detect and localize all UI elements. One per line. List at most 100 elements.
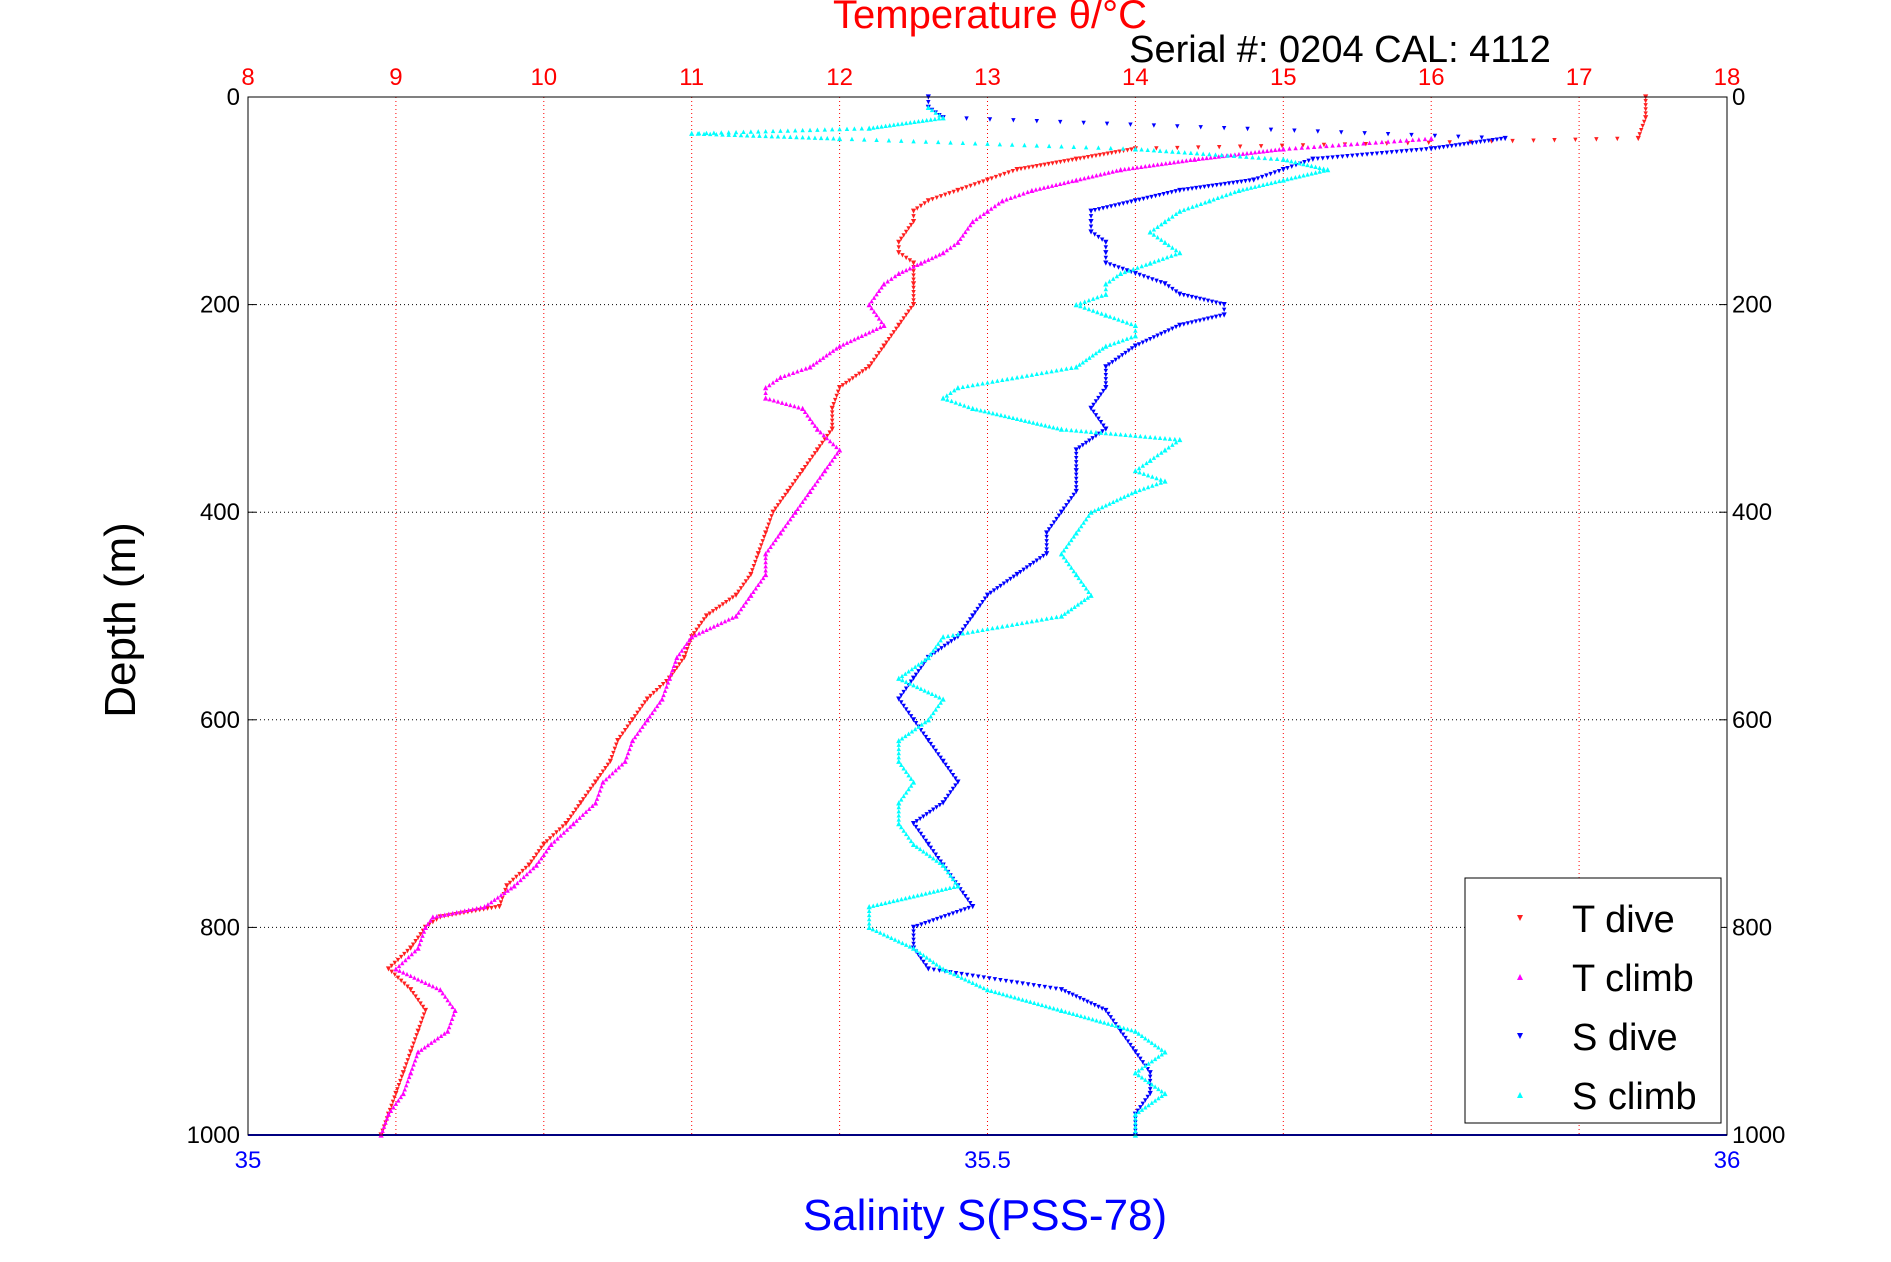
data-point (1132, 468, 1138, 474)
data-point (878, 324, 883, 330)
data-point (1088, 1001, 1094, 1006)
data-point (1404, 148, 1409, 154)
data-point (1151, 455, 1157, 460)
data-point (773, 506, 778, 511)
data-point (799, 367, 804, 373)
data-point (1081, 155, 1087, 161)
data-point (685, 647, 690, 652)
data-point (792, 403, 797, 409)
data-point (906, 772, 911, 778)
data-point (664, 684, 669, 689)
data-point (1181, 322, 1187, 327)
data-point (896, 808, 901, 814)
data-point (741, 582, 746, 588)
data-point (1001, 581, 1007, 586)
data-point (938, 638, 943, 643)
data-point (866, 302, 872, 308)
data-point (998, 583, 1003, 589)
data-point (629, 717, 636, 723)
data-point (945, 633, 951, 639)
data-point (510, 877, 516, 883)
data-point (1103, 312, 1109, 318)
data-point (388, 1108, 394, 1113)
data-point (977, 214, 983, 219)
data-point (1289, 164, 1294, 169)
data-point (802, 465, 808, 470)
data-point (1445, 144, 1450, 149)
data-point (918, 203, 924, 209)
data-point (409, 1045, 415, 1051)
data-point (891, 122, 897, 127)
data-point (1330, 155, 1335, 160)
data-point (774, 377, 779, 383)
data-point (1005, 579, 1010, 584)
data-point (1082, 305, 1087, 310)
data-point (859, 333, 864, 338)
data-point (402, 1066, 407, 1071)
data-point (625, 724, 630, 729)
data-point (393, 1090, 399, 1097)
data-point (1133, 1120, 1138, 1125)
data-point (1014, 375, 1020, 380)
data-point (947, 191, 952, 196)
data-point (557, 827, 562, 832)
data-point (1051, 425, 1056, 430)
data-point (1194, 185, 1199, 191)
data-point (944, 393, 950, 398)
data-point (915, 923, 920, 929)
data-point (866, 364, 872, 370)
data-point (1090, 296, 1096, 301)
data-point (849, 136, 855, 142)
data-point (1043, 1003, 1049, 1009)
data-point (1020, 981, 1025, 986)
data-point (1091, 402, 1096, 408)
data-point (1059, 144, 1064, 149)
data-point (1250, 154, 1255, 160)
data-point (1014, 167, 1020, 173)
data-point (896, 758, 902, 764)
data-point (1324, 143, 1329, 149)
data-point (393, 1101, 399, 1107)
data-point (687, 638, 692, 643)
data-point (795, 475, 800, 480)
data-point (1355, 153, 1360, 158)
data-point (1105, 151, 1110, 156)
data-point (753, 586, 758, 591)
data-point (1120, 266, 1125, 272)
data-point (719, 620, 724, 626)
data-point (401, 970, 406, 975)
data-point (408, 945, 414, 951)
data-point (929, 107, 935, 113)
data-point (1154, 481, 1159, 487)
data-point (837, 135, 843, 142)
data-point (751, 589, 756, 594)
data-point (1169, 253, 1174, 258)
data-point (1243, 178, 1248, 184)
data-point (1340, 154, 1345, 159)
data-point (574, 818, 579, 823)
data-point (970, 218, 976, 225)
data-point (820, 471, 825, 477)
data-point (1069, 565, 1074, 570)
data-point (903, 831, 909, 837)
data-point (1643, 103, 1648, 108)
data-point (517, 871, 522, 877)
data-point (1176, 149, 1181, 155)
data-point (1016, 996, 1021, 1001)
data-point (923, 838, 929, 844)
data-point (1155, 234, 1160, 240)
data-point (1173, 439, 1179, 445)
data-point (1198, 201, 1204, 206)
data-point (1361, 141, 1366, 146)
data-point (1362, 131, 1367, 136)
data-point (929, 255, 935, 261)
data-point (918, 956, 924, 961)
data-point (695, 131, 701, 136)
data-point (763, 530, 769, 536)
data-point (1299, 145, 1304, 150)
data-point (1034, 119, 1039, 124)
data-point (1173, 324, 1179, 330)
data-point (1235, 180, 1240, 185)
data-point (1106, 170, 1111, 175)
data-point (1139, 1033, 1145, 1039)
